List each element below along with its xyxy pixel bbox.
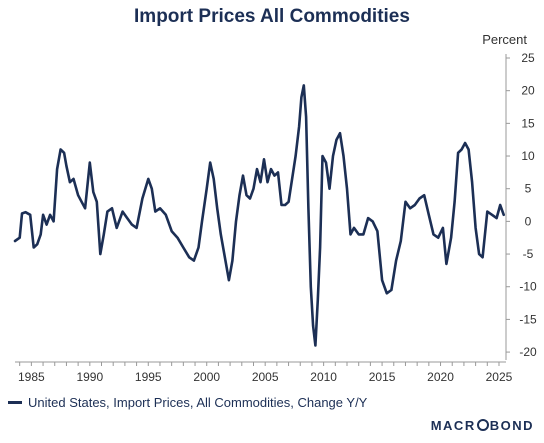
legend: United States, Import Prices, All Commod… <box>8 394 367 410</box>
y-tick-label: 20 <box>521 84 535 98</box>
logo-circle-icon <box>476 419 489 431</box>
series-line <box>13 84 505 347</box>
y-axis: 25 20 15 10 5 0 -5 -10 -15 -20 <box>505 51 537 360</box>
y-unit-label: Percent <box>482 32 527 47</box>
x-tick-label: 2000 <box>193 370 220 384</box>
y-tick-label: -10 <box>519 280 537 294</box>
x-tick-label: 2015 <box>369 370 396 384</box>
y-tick-label: -15 <box>519 312 537 326</box>
plot-area <box>13 84 505 347</box>
y-tick-label: -20 <box>519 345 537 359</box>
chart-title: Import Prices All Commodities <box>134 6 410 27</box>
legend-label: United States, Import Prices, All Commod… <box>28 394 368 410</box>
y-tick-label: 25 <box>521 51 535 65</box>
x-tick-label: 2010 <box>310 370 337 384</box>
x-tick-label: 2020 <box>427 370 454 384</box>
y-tick-label: 15 <box>521 116 535 130</box>
x-axis: 1985 1990 1995 2000 2005 2010 2015 2020 2025 <box>15 361 513 384</box>
x-tick-label: 1985 <box>18 370 45 384</box>
legend-swatch <box>8 400 22 404</box>
y-tick-label: 10 <box>521 149 535 163</box>
x-tick-label: 2025 <box>486 370 513 384</box>
x-tick-label: 1990 <box>76 370 103 384</box>
x-tick-label: 1995 <box>135 370 162 384</box>
x-tick-label: 2005 <box>252 370 279 384</box>
macrobond-logo: MACR BOND <box>430 418 534 433</box>
y-tick-label: 0 <box>525 214 532 228</box>
y-tick-label: -5 <box>523 247 534 261</box>
y-tick-label: 5 <box>525 182 532 196</box>
